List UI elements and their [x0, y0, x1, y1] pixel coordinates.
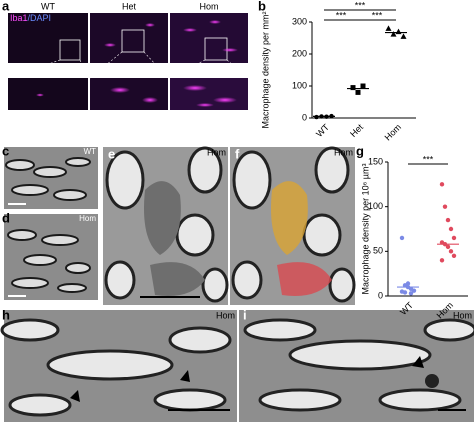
column-label: Hom [199, 1, 218, 11]
image-label: Hom [207, 147, 226, 157]
x-tick-label: Het [348, 122, 365, 139]
panel-label: a [2, 0, 10, 13]
column-label: WT [41, 1, 55, 11]
y-axis-label: Macrophage density per 10⁶ µm³ [360, 164, 370, 295]
data-point [385, 25, 392, 31]
y-tick-label: 150 [368, 156, 383, 166]
panel-label: f [235, 146, 240, 161]
data-point [445, 244, 451, 250]
panel-label: c [2, 143, 9, 158]
data-point [314, 114, 319, 120]
y-tick-label: 100 [292, 80, 307, 90]
image-label: Hom [334, 147, 353, 157]
image-label: Hom [453, 310, 472, 320]
data-point [439, 182, 445, 187]
panel-label: h [2, 307, 10, 322]
data-point [395, 28, 402, 35]
significance-label: *** [355, 0, 366, 10]
panel-a-images [7, 13, 249, 114]
stain-dapi: /DAPI [28, 13, 52, 23]
y-tick-label: 100 [368, 201, 383, 211]
significance-label: *** [372, 10, 383, 20]
column-label: Het [122, 1, 137, 11]
data-point [451, 253, 457, 258]
stain-iba1: Iba1 [10, 13, 28, 23]
y-tick-label: 50 [373, 246, 383, 256]
data-point [350, 85, 356, 91]
panel-label: g [356, 143, 364, 158]
data-point [355, 89, 361, 95]
significance-label: *** [423, 154, 434, 164]
y-axis-label: Macrophage density per mm² [260, 11, 270, 128]
data-point [448, 249, 454, 254]
data-point [399, 235, 405, 241]
panel-label: b [258, 0, 266, 13]
data-point [360, 83, 366, 89]
y-tick-label: 0 [302, 112, 307, 122]
image-label: Hom [79, 214, 96, 223]
image-label: Hom [216, 310, 235, 320]
y-tick-label: 200 [292, 48, 307, 58]
panel-label: i [243, 307, 247, 322]
y-tick-label: 300 [292, 16, 307, 26]
data-point [445, 217, 451, 223]
data-point [390, 31, 397, 37]
em-images [0, 146, 474, 422]
data-point [408, 291, 414, 296]
data-point [442, 204, 448, 209]
panel-label: e [108, 146, 115, 161]
data-point [405, 281, 411, 286]
significance-label: *** [336, 10, 347, 20]
x-tick-label: Hom [383, 122, 404, 143]
data-point [411, 288, 417, 293]
data-point [400, 33, 407, 39]
x-tick-label: WT [314, 122, 331, 139]
stain-label: Iba1/DAPI [10, 13, 51, 23]
image-label: WT [84, 147, 97, 156]
data-point [402, 290, 408, 295]
panel-label: d [2, 210, 10, 225]
data-point [439, 258, 445, 263]
y-tick-label: 0 [378, 290, 383, 300]
data-point [451, 235, 457, 241]
data-point [448, 226, 454, 232]
